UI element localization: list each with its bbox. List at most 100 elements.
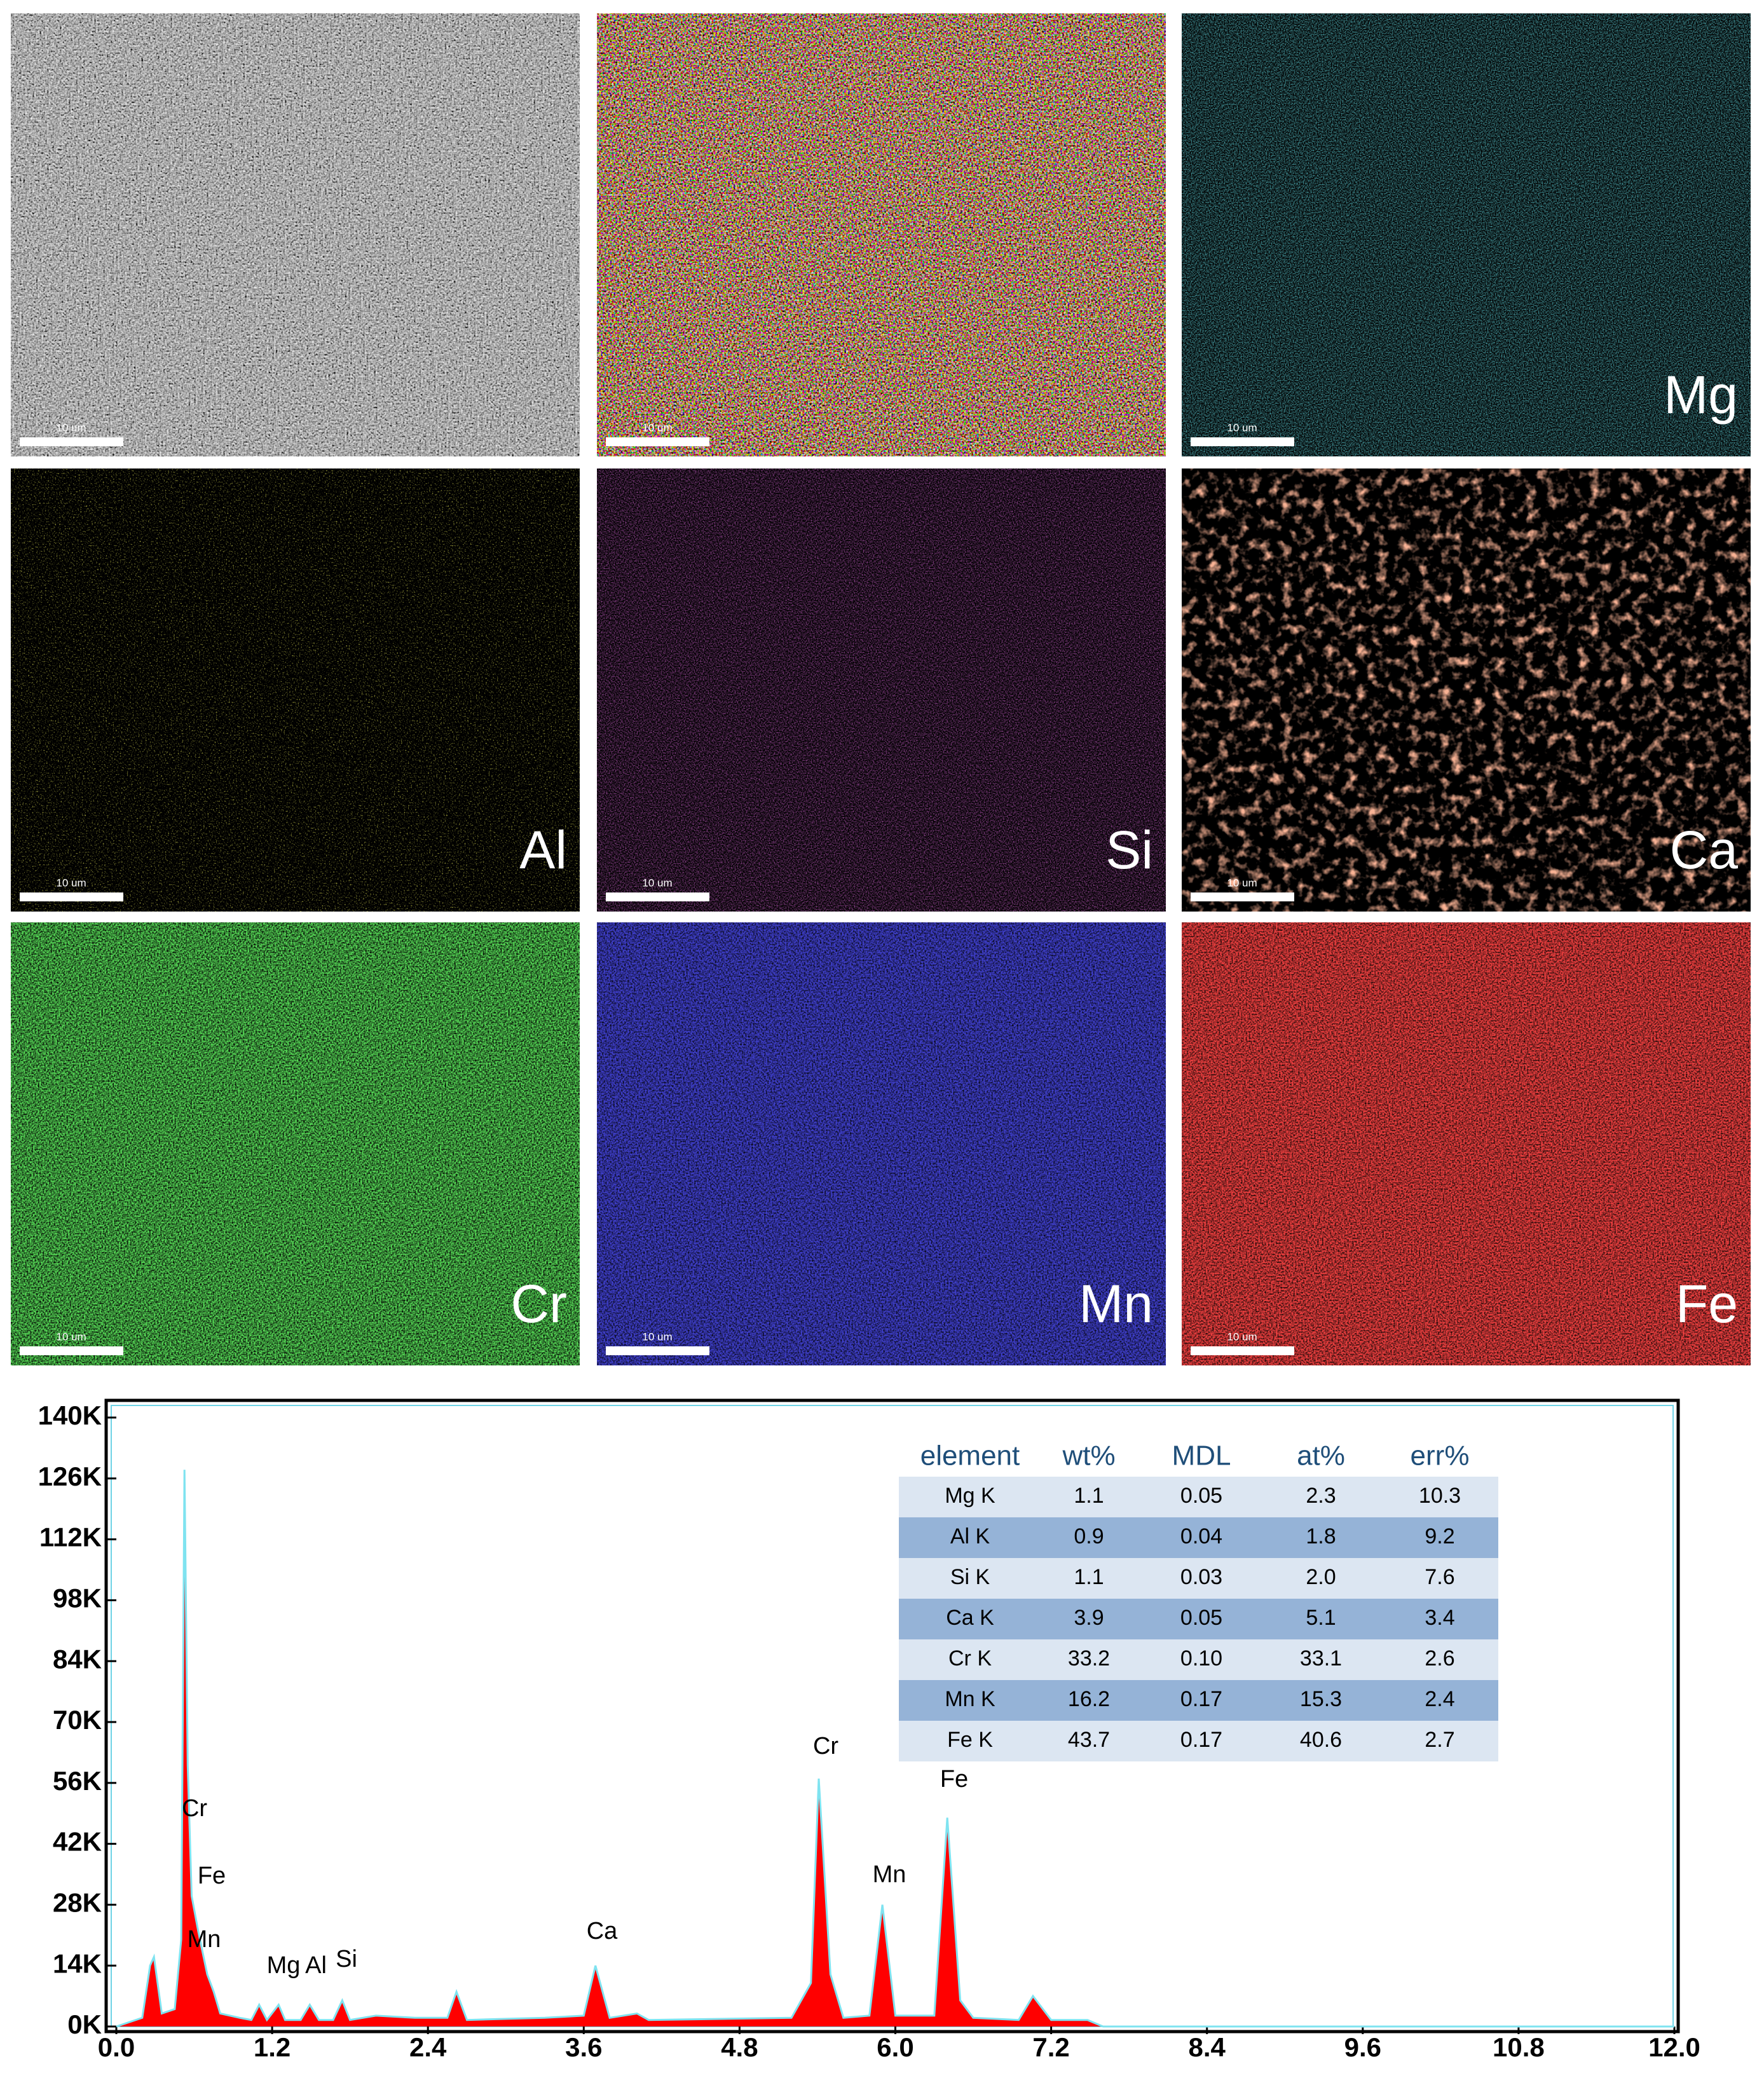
y-tick-label: 98K bbox=[53, 1583, 102, 1613]
x-tick-label: 10.8 bbox=[1493, 2032, 1545, 2062]
y-tick-label: 56K bbox=[53, 1766, 102, 1796]
table-header: MDL bbox=[1172, 1440, 1231, 1472]
table-cell: 3.9 bbox=[1074, 1606, 1104, 1630]
peak-label: Fe bbox=[198, 1863, 226, 1889]
table-cell: Al K bbox=[950, 1524, 990, 1548]
table-cell: 40.6 bbox=[1300, 1728, 1342, 1752]
table-cell: Si K bbox=[950, 1565, 990, 1589]
y-tick-label: 84K bbox=[53, 1644, 102, 1674]
table-cell: Ca K bbox=[946, 1606, 994, 1630]
scale-bar bbox=[1191, 1346, 1294, 1355]
element-label: Al bbox=[519, 820, 567, 880]
x-tick-label: 3.6 bbox=[565, 2032, 602, 2062]
table-cell: Fe K bbox=[947, 1728, 993, 1752]
panel-texture bbox=[597, 13, 1166, 456]
map-panel: 10 um Ca bbox=[1182, 468, 1751, 912]
table-cell: 2.7 bbox=[1425, 1728, 1454, 1752]
table-cell: 1.8 bbox=[1306, 1524, 1336, 1548]
table-cell: 2.0 bbox=[1306, 1565, 1336, 1589]
scale-bar-label: 10 um bbox=[642, 1330, 672, 1343]
y-tick-label: 70K bbox=[53, 1705, 102, 1735]
table-header: wt% bbox=[1062, 1440, 1115, 1472]
table-cell: Mg K bbox=[945, 1484, 995, 1508]
element-label: Ca bbox=[1670, 820, 1739, 880]
table-cell: 5.1 bbox=[1306, 1606, 1336, 1630]
y-tick-label: 140K bbox=[38, 1400, 102, 1430]
y-tick-label: 126K bbox=[38, 1461, 102, 1491]
table-cell: 9.2 bbox=[1425, 1524, 1454, 1548]
y-tick-label: 42K bbox=[53, 1827, 102, 1857]
panel-texture bbox=[597, 922, 1166, 1365]
scale-bar-label: 10 um bbox=[56, 877, 86, 889]
element-label: Cr bbox=[510, 1274, 567, 1334]
y-tick-label: 112K bbox=[39, 1522, 102, 1552]
panel-texture bbox=[1182, 922, 1751, 1365]
scale-bar bbox=[606, 1346, 709, 1355]
peak-label: Ca bbox=[587, 1918, 618, 1945]
table-cell: 16.2 bbox=[1068, 1687, 1110, 1711]
y-tick-label: 28K bbox=[53, 1887, 102, 1917]
table-header: at% bbox=[1297, 1440, 1345, 1472]
table-cell: 0.10 bbox=[1180, 1646, 1222, 1671]
table-cell: 0.05 bbox=[1180, 1606, 1222, 1630]
panel-texture bbox=[1182, 468, 1751, 912]
peak-label: Fe bbox=[940, 1766, 968, 1793]
scale-bar-label: 10 um bbox=[642, 421, 672, 434]
scale-bar-label: 10 um bbox=[1227, 421, 1257, 434]
table-cell: 15.3 bbox=[1300, 1687, 1342, 1711]
panel-texture bbox=[11, 468, 580, 912]
panel-texture bbox=[597, 468, 1166, 912]
table-cell: 1.1 bbox=[1074, 1484, 1104, 1508]
x-tick-label: 7.2 bbox=[1032, 2032, 1069, 2062]
peak-label: Mg bbox=[267, 1952, 301, 1979]
x-tick-label: 4.8 bbox=[721, 2032, 758, 2062]
table-cell: Mn K bbox=[945, 1687, 995, 1711]
table-cell: 0.04 bbox=[1180, 1524, 1222, 1548]
map-panel: 10 um Cr bbox=[11, 922, 580, 1365]
y-tick-label: 14K bbox=[53, 1948, 102, 1978]
peak-label: Mn bbox=[873, 1861, 906, 1888]
map-panel: 10 um Fe bbox=[1182, 922, 1751, 1365]
map-panel: 10 um bbox=[11, 13, 580, 456]
peak-label: Cr bbox=[182, 1795, 207, 1822]
x-tick-label: 2.4 bbox=[409, 2032, 447, 2062]
table-cell: 0.03 bbox=[1180, 1565, 1222, 1589]
table-cell: 2.6 bbox=[1425, 1646, 1454, 1671]
peak-label: Si bbox=[336, 1946, 357, 1972]
element-label: Mg bbox=[1664, 365, 1738, 425]
panel-texture bbox=[11, 13, 580, 456]
table-cell: 0.05 bbox=[1180, 1484, 1222, 1508]
table-cell: 43.7 bbox=[1068, 1728, 1110, 1752]
scale-bar bbox=[1191, 892, 1294, 901]
map-panel: 10 um Mn bbox=[597, 922, 1166, 1365]
scale-bar bbox=[606, 892, 709, 901]
map-panel: 10 um Si bbox=[597, 468, 1166, 912]
peak-label: Cr bbox=[813, 1733, 838, 1760]
table-cell: 10.3 bbox=[1419, 1484, 1461, 1508]
x-tick-label: 12.0 bbox=[1648, 2032, 1700, 2062]
element-label: Si bbox=[1105, 820, 1153, 880]
scale-bar bbox=[20, 437, 123, 446]
table-cell: 0.9 bbox=[1074, 1524, 1104, 1548]
table-cell: 0.17 bbox=[1180, 1728, 1222, 1752]
table-row bbox=[899, 1680, 1498, 1721]
panel-texture bbox=[11, 922, 580, 1365]
y-tick-label: 0K bbox=[67, 2009, 102, 2039]
table-cell: 3.4 bbox=[1425, 1606, 1454, 1630]
table-header: element bbox=[920, 1440, 1020, 1472]
x-tick-label: 9.6 bbox=[1344, 2032, 1381, 2062]
element-label: Mn bbox=[1079, 1274, 1153, 1334]
scale-bar bbox=[20, 892, 123, 901]
table-cell: 2.4 bbox=[1425, 1687, 1454, 1711]
table-row bbox=[899, 1517, 1498, 1558]
x-tick-label: 8.4 bbox=[1189, 2032, 1226, 2062]
map-panel: 10 um Mg bbox=[1182, 13, 1751, 456]
table-header: err% bbox=[1411, 1440, 1470, 1472]
scale-bar bbox=[20, 1346, 123, 1355]
scale-bar-label: 10 um bbox=[1227, 877, 1257, 889]
peak-label: Mn bbox=[188, 1926, 221, 1953]
table-cell: 0.17 bbox=[1180, 1687, 1222, 1711]
table-cell: 7.6 bbox=[1425, 1565, 1454, 1589]
table-cell: 33.2 bbox=[1068, 1646, 1110, 1671]
